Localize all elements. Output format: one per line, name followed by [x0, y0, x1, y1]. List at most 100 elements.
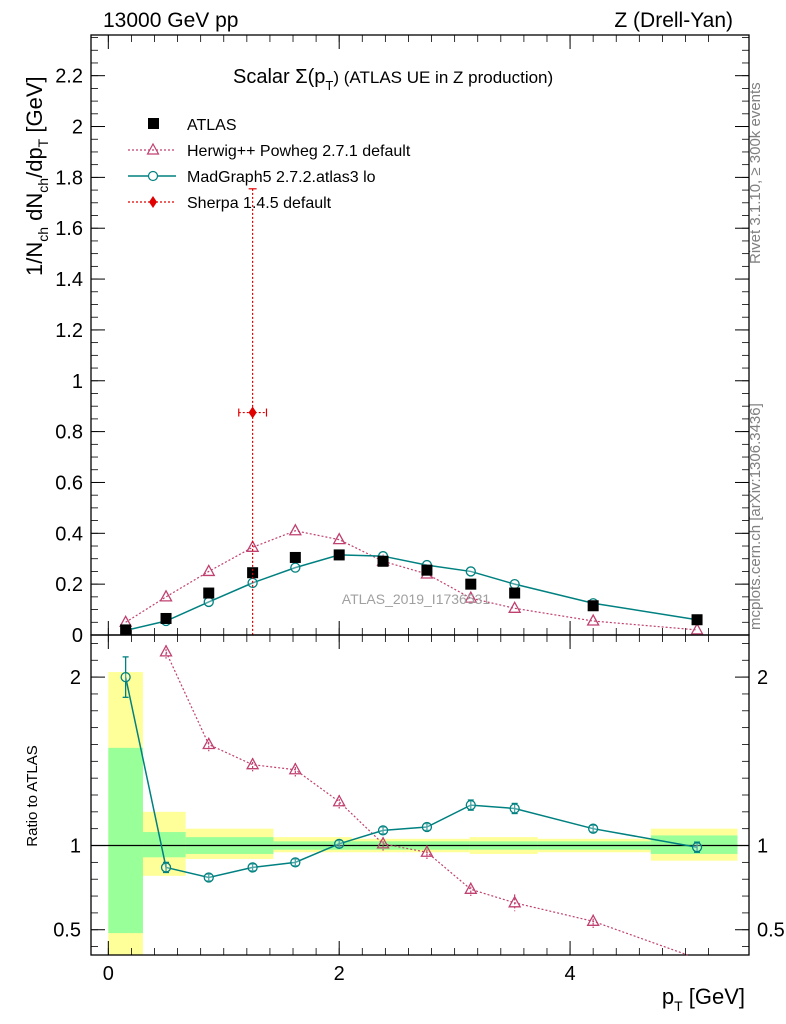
ratio-ytick-label: 0.5 — [53, 920, 81, 942]
atlas-point — [587, 600, 599, 612]
header-right: Z (Drell-Yan) — [614, 9, 733, 32]
plot-title-main: Scalar Σ(p — [233, 66, 325, 88]
herwig-ratio-point — [202, 737, 216, 750]
atlas-point — [120, 624, 132, 636]
atlas-point — [465, 578, 477, 590]
legend-item-sherpa: Sherpa 1.4.5 default — [128, 195, 332, 212]
band-inner-bin — [108, 747, 143, 934]
atlas-point — [333, 549, 345, 561]
band-inner-bin — [650, 835, 738, 854]
mcplots-label: mcplots.cern.ch [arXiv:1306.3436] — [747, 403, 764, 630]
herwig-ratio-point — [159, 644, 173, 657]
madgraph-ratio-point — [421, 821, 433, 833]
legend-herwig-label: Herwig++ Powheg 2.7.1 default — [187, 143, 411, 160]
plot-title-subscript: T — [325, 78, 333, 93]
madgraph-ratio-point — [509, 803, 520, 814]
ratio-xtick-label: 0 — [103, 963, 114, 985]
atlas-point — [247, 567, 259, 579]
ratio-panel: 0.5 0.51 12 20 2 4 Ratio to ATLAS pT [GeV] — [24, 634, 785, 1014]
header-left: 13000 GeV pp — [103, 9, 238, 32]
legend-atlas-label: ATLAS — [187, 117, 237, 134]
herwig-ratio-point — [420, 844, 434, 857]
legend-madgraph-marker — [147, 170, 159, 182]
ratio-ylabel: Ratio to ATLAS — [24, 745, 41, 846]
main-ytick-label: 2.2 — [55, 66, 83, 88]
madgraph-ratio-point — [377, 825, 389, 836]
herwig-point — [246, 539, 260, 552]
main-series — [119, 188, 704, 636]
main-ylabel: 1/Nch dNch/dpT [GeV] — [22, 76, 51, 276]
legend-sherpa-label: Sherpa 1.4.5 default — [187, 195, 332, 212]
ratio-xtick-label: 4 — [565, 963, 576, 985]
herwig-point — [332, 532, 346, 545]
legend-madgraph-label: MadGraph5 2.7.2.atlas3 lo — [187, 169, 376, 186]
herwig-point — [508, 600, 522, 613]
ratio-ytick-label-right: 0.5 — [757, 920, 785, 942]
atlas-point — [377, 555, 389, 567]
madgraph-ratio-point — [465, 799, 476, 811]
herwig-line — [125, 530, 698, 631]
ratio-ytick-label: 1 — [70, 836, 81, 858]
madgraph-ratio-point — [160, 862, 172, 873]
atlas-point — [421, 564, 433, 576]
herwig-ratio-point — [288, 762, 302, 775]
madgraph-point — [203, 596, 214, 608]
analysis-id-watermark: ATLAS_2019_I1736531 — [342, 591, 491, 607]
atlas-point — [691, 614, 703, 626]
herwig-point — [690, 622, 704, 635]
legend-item-madgraph: MadGraph5 2.7.2.atlas3 lo — [128, 169, 376, 186]
herwig-point — [159, 589, 173, 602]
legend-atlas-marker — [148, 118, 159, 129]
main-ytick-label: 0.6 — [55, 472, 83, 494]
herwig-ratio-point — [246, 757, 260, 770]
madgraph-ratio-point — [691, 842, 703, 853]
legend-item-herwig: Herwig++ Powheg 2.7.1 default — [128, 142, 411, 160]
main-ytick-label: 0.8 — [55, 422, 83, 444]
madgraph-line — [125, 554, 698, 632]
atlas-point — [203, 587, 215, 599]
madgraph-ratio-point — [290, 857, 301, 868]
main-axis: 0 0.2 0.4 0.6 0.8 1 1.2 1.4 1.6 1.8 2 2.2 — [55, 34, 750, 647]
atlas-point — [509, 587, 521, 599]
ratio-xtick-label: 2 — [334, 963, 345, 985]
ratio-ytick-label: 2 — [70, 667, 81, 689]
legend-herwig-marker — [146, 142, 160, 155]
herwig-ratio-point — [586, 913, 600, 926]
ratio-ytick-label-right: 1 — [757, 836, 768, 858]
herwig-ratio-point — [376, 836, 390, 849]
ratio-axis: 0.5 0.5 1 1 2 2 0 2 4 — [53, 634, 785, 985]
madgraph-ratio-point — [120, 671, 131, 683]
herwig-point — [202, 564, 216, 577]
atlas-point — [289, 551, 301, 563]
madgraph-ratio-point — [247, 862, 258, 873]
main-ytick-label: 0.4 — [55, 523, 83, 545]
legend-sherpa-marker — [149, 196, 157, 208]
madgraph-point — [465, 566, 476, 577]
madgraph-point — [509, 579, 520, 590]
herwig-ratio-point — [332, 794, 346, 807]
legend-item-atlas: ATLAS — [148, 117, 237, 134]
madgraph-ratio-point — [334, 838, 345, 849]
herwig-point — [288, 523, 302, 536]
ratio-ytick-label-right: 2 — [757, 667, 768, 689]
main-ytick-label: 0.2 — [55, 574, 83, 596]
main-panel: 0 0.2 0.4 0.6 0.8 1 1.2 1.4 1.6 1.8 2 2.2 ATLAS_201… — [22, 34, 750, 647]
madgraph-point — [290, 562, 301, 573]
herwig-ratio-line — [165, 651, 688, 956]
herwig-ratio-point — [464, 881, 478, 894]
madgraph-ratio-point — [203, 872, 214, 883]
rivet-label: Rivet 3.1.10, ≥ 300k events — [747, 82, 764, 264]
main-ytick-label: 2 — [72, 117, 83, 139]
atlas-point — [160, 612, 172, 624]
main-ytick-label: 1.4 — [55, 269, 83, 291]
plot-title: Scalar Σ(pT) (ATLAS UE in Z production) — [233, 66, 553, 93]
main-ytick-label: 1 — [72, 371, 83, 393]
madgraph-ratio-point — [588, 823, 599, 834]
main-ytick-label: 1.6 — [55, 218, 83, 240]
band-inner-bin — [142, 832, 186, 858]
herwig-point — [586, 613, 600, 626]
ratio-uncertainty-bands — [108, 672, 738, 955]
main-ytick-label: 0 — [72, 625, 83, 647]
sherpa-point — [248, 406, 257, 419]
